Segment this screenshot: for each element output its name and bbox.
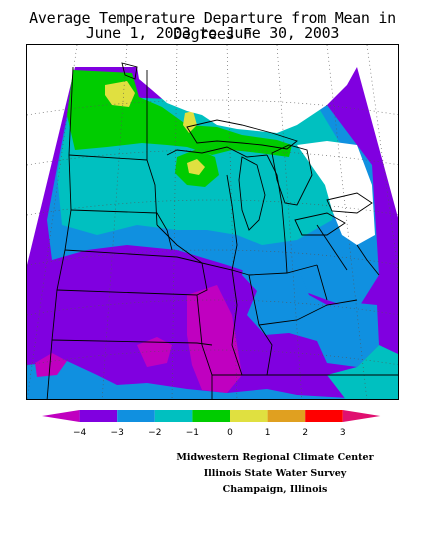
legend-swatch: [79, 410, 118, 422]
legend-tick-label: 3: [340, 428, 346, 438]
legend-tick-label: −1: [186, 428, 199, 438]
color-legend: −4 −3 −2 −1 0 1 2 3: [42, 410, 381, 438]
credit-location: Champaign, Illinois: [222, 484, 328, 495]
legend-swatch: [305, 410, 343, 422]
legend-swatch: [42, 410, 80, 422]
legend-swatch: [342, 410, 381, 422]
legend-swatch: [230, 410, 268, 422]
credit-isws: Illinois State Water Survey: [203, 468, 347, 479]
map-title: Average Temperature Departure from Mean …: [29, 9, 396, 43]
region-yellow-2: [183, 111, 197, 133]
map-canvas: [27, 45, 398, 399]
region-blue-south: [242, 250, 379, 367]
legend-tick-label: −3: [111, 428, 124, 438]
legend-tick-label: 2: [302, 428, 308, 438]
state-boundaries: [46, 66, 398, 399]
legend-tick-label: −2: [148, 428, 161, 438]
legend-tick-label: 1: [265, 428, 271, 438]
region-yellow-3: [187, 159, 205, 175]
region-cyan-southeast: [327, 345, 398, 399]
legend-tick-label: 0: [227, 428, 233, 438]
region-no-data-northeast: [297, 141, 375, 245]
region-yellow-1: [105, 81, 135, 107]
region-magenta-3: [137, 337, 172, 367]
region-magenta-1: [187, 285, 242, 393]
legend-swatch: [117, 410, 155, 422]
temperature-departure-map: [26, 44, 399, 400]
graticule: [27, 45, 398, 399]
great-lakes-outline: [121, 62, 373, 236]
region-no-data-north: [137, 67, 357, 133]
legend-swatch: [192, 410, 230, 422]
map-date-range: June 1, 2003 to June 30, 2003: [85, 24, 340, 42]
credit-mrcc: Midwestern Regional Climate Center: [176, 452, 374, 463]
region-blue-southwest: [27, 361, 366, 399]
legend-tick-label: −4: [73, 428, 87, 438]
legend-swatch: [154, 410, 193, 422]
region-magenta-2: [35, 353, 67, 377]
legend-swatch: [267, 410, 306, 422]
